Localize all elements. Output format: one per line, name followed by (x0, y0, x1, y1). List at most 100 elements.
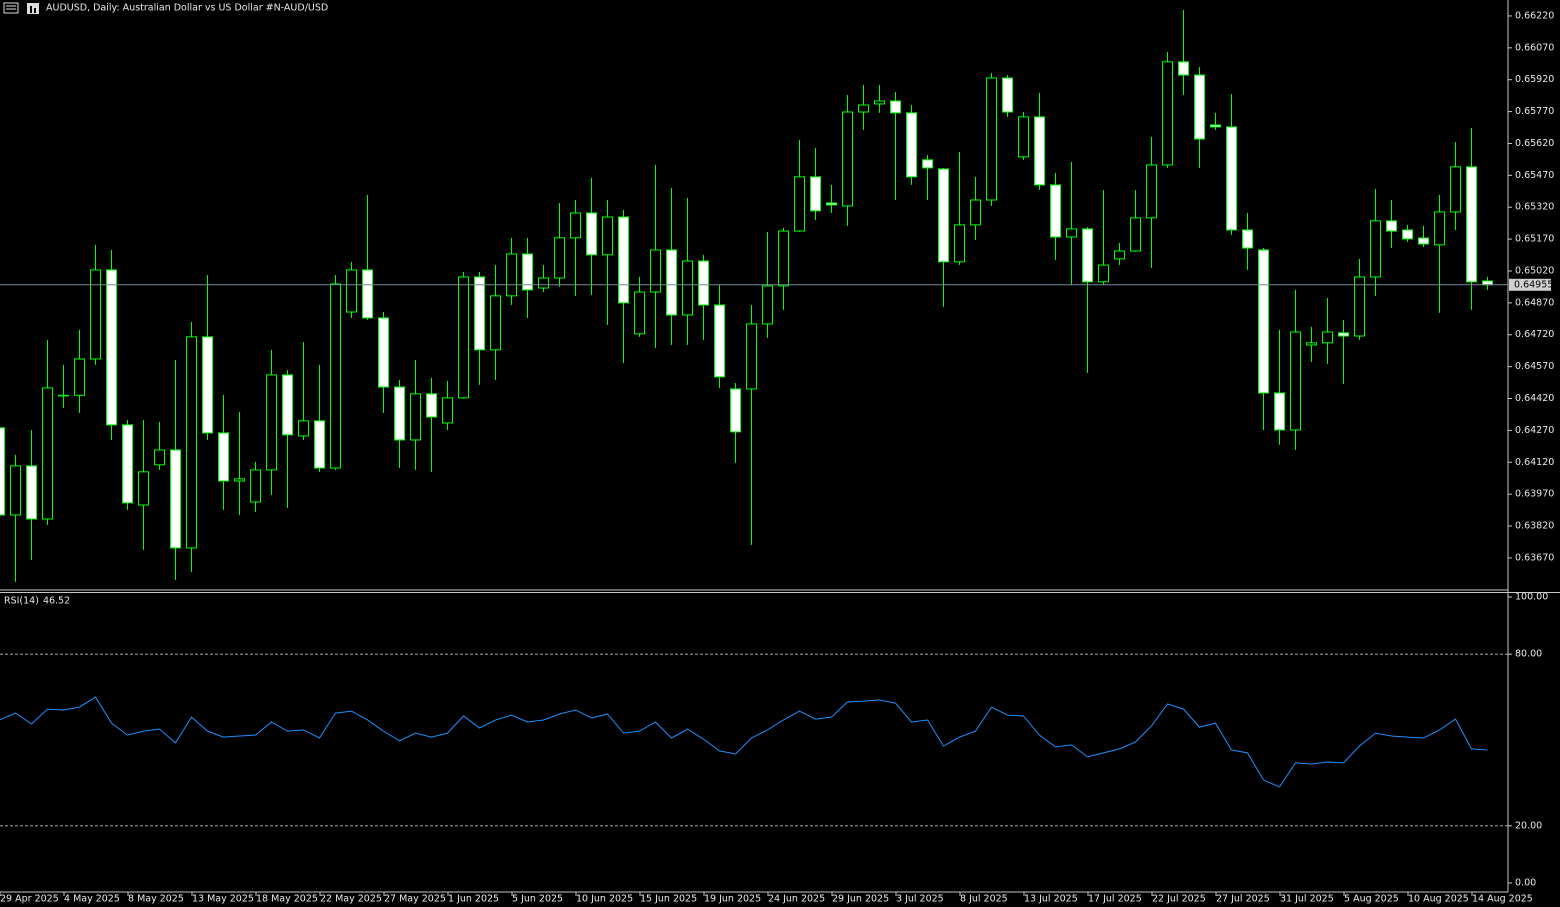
icon-chart[interactable] (27, 3, 39, 14)
candle-body (762, 285, 773, 325)
x-tick-label: 10 Aug 2025 (1408, 894, 1469, 905)
candle-body (746, 323, 757, 390)
y-tick-label: 0.64270 (1515, 425, 1554, 436)
candle-body (938, 168, 949, 263)
candle-body (1402, 229, 1413, 240)
icon-bar (30, 6, 32, 13)
candle-body (858, 104, 869, 113)
candle-body (346, 269, 357, 313)
y-tick-label: 0.64570 (1515, 361, 1554, 372)
candle-body (714, 304, 725, 378)
x-tick-label: 27 May 2025 (384, 894, 446, 905)
candle-body (602, 216, 613, 256)
candle-body (458, 276, 469, 399)
candle-body (378, 317, 389, 388)
candle-body (1274, 392, 1285, 431)
indicator-name: RSI(14) (4, 596, 39, 607)
x-tick-label: 29 Apr 2025 (0, 894, 59, 905)
x-tick-label: 15 Jun 2025 (640, 894, 697, 905)
x-tick-label: 18 May 2025 (256, 894, 318, 905)
y-tick-label: 0.64720 (1515, 329, 1554, 340)
candle-body (586, 212, 597, 256)
x-tick-label: 13 Jul 2025 (1024, 894, 1078, 905)
candle-body (730, 388, 741, 433)
candle-body (1082, 228, 1093, 283)
candle-body (362, 269, 373, 319)
candle-body (282, 374, 293, 436)
candle-body (570, 212, 581, 239)
candle-body (1338, 332, 1349, 337)
candle-body (794, 176, 805, 232)
y-tick-label: 0.64870 (1515, 297, 1554, 308)
candle-body (1242, 229, 1253, 249)
y-tick-label: 0.63670 (1515, 552, 1554, 563)
candle-body (1034, 116, 1045, 186)
candle-body (0, 427, 5, 516)
y-tick-label: 80.00 (1515, 649, 1542, 660)
candle-body (954, 224, 965, 263)
toolbar-icons[interactable] (3, 2, 39, 14)
candle-body (890, 100, 901, 114)
candle-body (202, 336, 213, 434)
candle-body (970, 199, 981, 226)
candle-body (1290, 331, 1301, 431)
candle-body (1114, 250, 1125, 260)
candle-body (138, 471, 149, 506)
candle-body (394, 386, 405, 441)
candle-body (1434, 211, 1445, 246)
candle-body (1050, 184, 1061, 238)
candle-body (154, 449, 165, 466)
candle-body (1450, 166, 1461, 213)
x-tick-label: 22 Jul 2025 (1152, 894, 1206, 905)
candle-body (10, 465, 21, 516)
candle-body (1210, 124, 1221, 128)
x-tick-label: 8 May 2025 (128, 894, 184, 905)
candle-body (26, 465, 37, 520)
x-tick-label: 13 May 2025 (192, 894, 254, 905)
candle-body (218, 432, 229, 482)
y-tick-label: 0.63820 (1515, 521, 1554, 532)
y-tick-label: 0.65920 (1515, 74, 1554, 85)
candle-body (1418, 237, 1429, 245)
y-tick-label: 0.66220 (1515, 10, 1554, 21)
candle-body (122, 424, 133, 504)
candle-body (74, 358, 85, 396)
candle-body (298, 420, 309, 437)
candle-body (1002, 77, 1013, 113)
candle-body (330, 283, 341, 469)
candle-body (650, 249, 661, 293)
candle-body (1466, 166, 1477, 283)
candle-body (874, 100, 885, 105)
candle-body (522, 253, 533, 291)
candle-body (58, 394, 69, 397)
candle-body (410, 393, 421, 441)
y-tick-label: 20.00 (1515, 820, 1542, 831)
candle-body (1146, 164, 1157, 219)
candle-body (170, 449, 181, 549)
candle-body (1370, 220, 1381, 278)
candle-body (554, 237, 565, 279)
price-label: 0.64955 (1514, 279, 1553, 290)
y-tick-label: 0.63970 (1515, 489, 1554, 500)
candle-body (986, 77, 997, 201)
candle-body (842, 111, 853, 207)
candle-body (426, 393, 437, 418)
y-tick-label: 0.65170 (1515, 234, 1554, 245)
candle-body (442, 397, 453, 424)
x-tick-label: 8 Jul 2025 (960, 894, 1008, 905)
candle-body (826, 202, 837, 206)
y-tick-label: 0.66070 (1515, 42, 1554, 53)
candle-body (698, 260, 709, 306)
candle-body (106, 269, 117, 426)
x-tick-label: 14 Aug 2025 (1472, 894, 1533, 905)
candle-body (1226, 126, 1237, 231)
y-tick-label: 0.65020 (1515, 265, 1554, 276)
candle-body (1018, 116, 1029, 158)
x-tick-label: 27 Jul 2025 (1216, 894, 1270, 905)
icon-menu[interactable] (3, 2, 19, 14)
y-tick-label: 0.64420 (1515, 393, 1554, 404)
candle-body (314, 420, 325, 469)
rsi-line (0, 696, 1488, 788)
